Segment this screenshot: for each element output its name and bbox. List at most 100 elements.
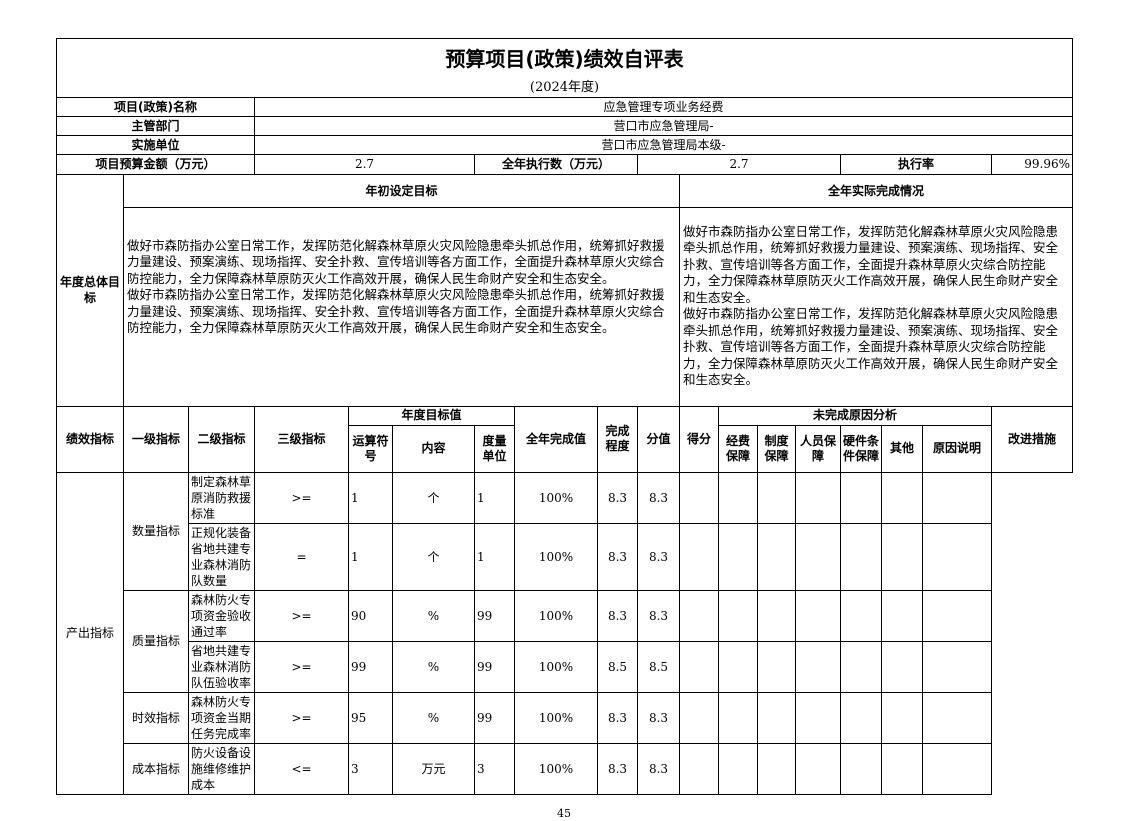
- empty-cell: [881, 522, 923, 591]
- empty-cell: [757, 691, 796, 744]
- empty-cell: [718, 471, 758, 524]
- header-r-explain: 原因说明: [922, 424, 992, 473]
- exec-value: 2.7: [637, 153, 841, 175]
- indicator-actual: 99: [474, 691, 515, 744]
- indicator-unit: %: [392, 691, 475, 744]
- indicator-unit: %: [392, 589, 475, 642]
- indicator-degree: 100%: [514, 640, 598, 693]
- header-improve: 改进措施: [991, 405, 1073, 473]
- indicator-degree: 100%: [514, 742, 598, 795]
- empty-cell: [922, 471, 992, 524]
- indicator-degree: 100%: [514, 471, 598, 524]
- indicator-content: 90: [348, 589, 393, 642]
- indicator-op: >=: [254, 691, 349, 744]
- empty-cell: [679, 691, 719, 744]
- indicator-name: 正规化装备省地共建专业森林消防队数量: [188, 522, 255, 591]
- empty-cell: [795, 742, 841, 795]
- indicator-content: 1: [348, 522, 393, 591]
- header-r-other: 其他: [881, 424, 923, 473]
- indicator-value: 8.3: [597, 742, 638, 795]
- header-r-hardware: 硬件条件保障: [840, 424, 882, 473]
- indicator-degree: 100%: [514, 691, 598, 744]
- indicator-score: 8.3: [637, 471, 680, 524]
- indicator-actual: 99: [474, 640, 515, 693]
- empty-cell: [679, 589, 719, 642]
- actual-goals-text: 做好市森防指办公室日常工作，发挥防范化解森林草原火灾风险隐患牵头抓总作用，统筹抓…: [679, 206, 1073, 407]
- indicator-unit: %: [392, 640, 475, 693]
- page-number: 45: [557, 806, 571, 820]
- performance-self-evaluation-table: 预算项目(政策)绩效自评表 (2024年度) 项目(政策)名称 应急管理专项业务经…: [56, 38, 1073, 795]
- header-score-value: 分值: [637, 405, 680, 473]
- empty-cell: [840, 691, 882, 744]
- indicator-content: 99: [348, 640, 393, 693]
- indicator-op: =: [254, 522, 349, 591]
- indicator-value: 8.5: [597, 640, 638, 693]
- header-score: 得分: [679, 405, 719, 473]
- budget-label: 项目预算金额（万元）: [56, 153, 255, 175]
- indicator-score: 8.3: [637, 589, 680, 642]
- empty-cell: [881, 471, 923, 524]
- level2-cell: 数量指标: [123, 471, 189, 591]
- level2-cell: 时效指标: [123, 691, 189, 744]
- empty-cell: [718, 742, 758, 795]
- level2-cell: 成本指标: [123, 742, 189, 795]
- indicator-score: 8.5: [637, 640, 680, 693]
- header-target: 年度目标值: [348, 405, 515, 426]
- planned-goals-label: 年初设定目标: [123, 173, 680, 208]
- indicator-row: 省地共建专业森林消防队伍验收率 >= 99% 99 100% 8.5 8.5: [57, 640, 1073, 693]
- empty-cell: [757, 640, 796, 693]
- header-r-staff: 人员保障: [795, 424, 841, 473]
- empty-cell: [757, 471, 796, 524]
- empty-cell: [840, 471, 882, 524]
- indicator-content: 1: [348, 471, 393, 524]
- indicator-name: 省地共建专业森林消防队伍验收率: [188, 640, 255, 693]
- empty-cell: [881, 589, 923, 642]
- empty-cell: [718, 640, 758, 693]
- header-r-system: 制度保障: [757, 424, 796, 473]
- empty-cell: [795, 471, 841, 524]
- indicator-score: 8.3: [637, 742, 680, 795]
- level2-cell: 质量指标: [123, 589, 189, 693]
- planned-goals-text: 做好市森防指办公室日常工作，发挥防范化解森林草原火灾风险隐患牵头抓总作用，统筹抓…: [123, 206, 680, 407]
- empty-cell: [679, 522, 719, 591]
- empty-cell: [795, 691, 841, 744]
- indicator-actual: 3: [474, 742, 515, 795]
- indicator-row: 正规化装备省地共建专业森林消防队数量 = 1 个 1 100% 8.3 8.3: [57, 522, 1073, 591]
- indicator-actual: 99: [474, 589, 515, 642]
- annual-goals-label: 年度总体目标: [56, 173, 124, 407]
- fiscal-year: (2024年度): [56, 78, 1073, 98]
- indicator-score: 8.3: [637, 691, 680, 744]
- header-r-fund: 经费保障: [718, 424, 758, 473]
- indicator-row: 产出指标 数量指标 制定森林草原消防救援标准 >= 1 个 1 100% 8.3 8.3: [56, 471, 1073, 795]
- indicator-op: >=: [254, 471, 349, 524]
- level1-cell: 产出指标: [56, 471, 124, 795]
- empty-cell: [840, 742, 882, 795]
- indicator-actual: 1: [474, 471, 515, 524]
- empty-cell: [795, 589, 841, 642]
- header-op: 运算符号: [348, 424, 393, 473]
- indicators-label: 绩效指标: [56, 405, 124, 473]
- header-unit: 度量单位: [474, 424, 515, 473]
- indicator-content: 3: [348, 742, 393, 795]
- indicator-row: 质量指标 森林防火专项资金验收通过率 >= 90% 99 100% 8.3 8.3: [57, 589, 1073, 693]
- unit: 营口市应急管理局本级-: [254, 134, 1073, 155]
- header-reasons: 未完成原因分析: [718, 405, 992, 426]
- empty-cell: [922, 522, 992, 591]
- empty-cell: [718, 522, 758, 591]
- indicator-unit: 个: [392, 522, 475, 591]
- indicator-value: 8.3: [597, 471, 638, 524]
- header-level2: 二级指标: [188, 405, 255, 473]
- indicator-value: 8.3: [597, 589, 638, 642]
- indicator-row: 时效指标 森林防火专项资金当期任务完成率 >= 95% 99 100% 8.3 8.3: [57, 691, 1073, 744]
- empty-cell: [922, 742, 992, 795]
- empty-cell: [922, 589, 992, 642]
- page: 预算项目(政策)绩效自评表 (2024年度) 项目(政策)名称 应急管理专项业务经…: [56, 0, 1073, 821]
- exec-label: 全年执行数（万元）: [474, 153, 638, 175]
- empty-cell: [679, 742, 719, 795]
- indicator-unit: 个: [392, 471, 475, 524]
- indicator-unit: 万元: [392, 742, 475, 795]
- header-level3: 三级指标: [254, 405, 349, 473]
- empty-cell: [757, 589, 796, 642]
- indicator-op: >=: [254, 589, 349, 642]
- empty-cell: [757, 742, 796, 795]
